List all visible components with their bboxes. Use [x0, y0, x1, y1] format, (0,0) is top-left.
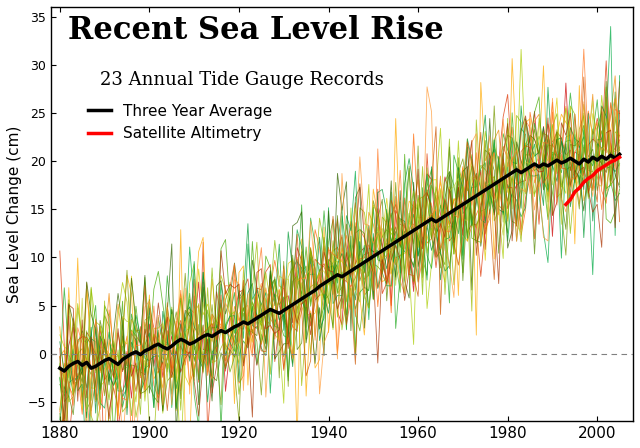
Three Year Average — [405, 231, 413, 236]
Three Year Average — [432, 219, 440, 224]
Satellite Altimetry — [616, 155, 623, 160]
Satellite Altimetry — [589, 173, 596, 178]
Line: Satellite Altimetry: Satellite Altimetry — [566, 157, 620, 204]
Three Year Average — [56, 366, 63, 371]
Satellite Altimetry — [580, 180, 588, 185]
Three Year Average — [60, 368, 68, 374]
Text: Recent Sea Level Rise: Recent Sea Level Rise — [68, 15, 444, 46]
Satellite Altimetry — [598, 165, 605, 171]
Satellite Altimetry — [602, 162, 610, 168]
Satellite Altimetry — [607, 159, 614, 165]
Satellite Altimetry — [584, 176, 592, 181]
Text: 23 Annual Tide Gauge Records: 23 Annual Tide Gauge Records — [100, 71, 384, 89]
Y-axis label: Sea Level Change (cm): Sea Level Change (cm) — [7, 125, 22, 303]
Satellite Altimetry — [562, 202, 570, 207]
Three Year Average — [204, 332, 211, 337]
Line: Three Year Average: Three Year Average — [60, 155, 620, 371]
Three Year Average — [392, 239, 399, 245]
Three Year Average — [96, 361, 104, 366]
Satellite Altimetry — [611, 157, 619, 163]
Satellite Altimetry — [566, 197, 574, 202]
Satellite Altimetry — [575, 185, 583, 191]
Three Year Average — [616, 152, 623, 157]
Satellite Altimetry — [593, 168, 601, 173]
Satellite Altimetry — [571, 189, 579, 194]
Legend: Three Year Average, Satellite Altimetry: Three Year Average, Satellite Altimetry — [82, 97, 278, 147]
Three Year Average — [324, 278, 332, 283]
